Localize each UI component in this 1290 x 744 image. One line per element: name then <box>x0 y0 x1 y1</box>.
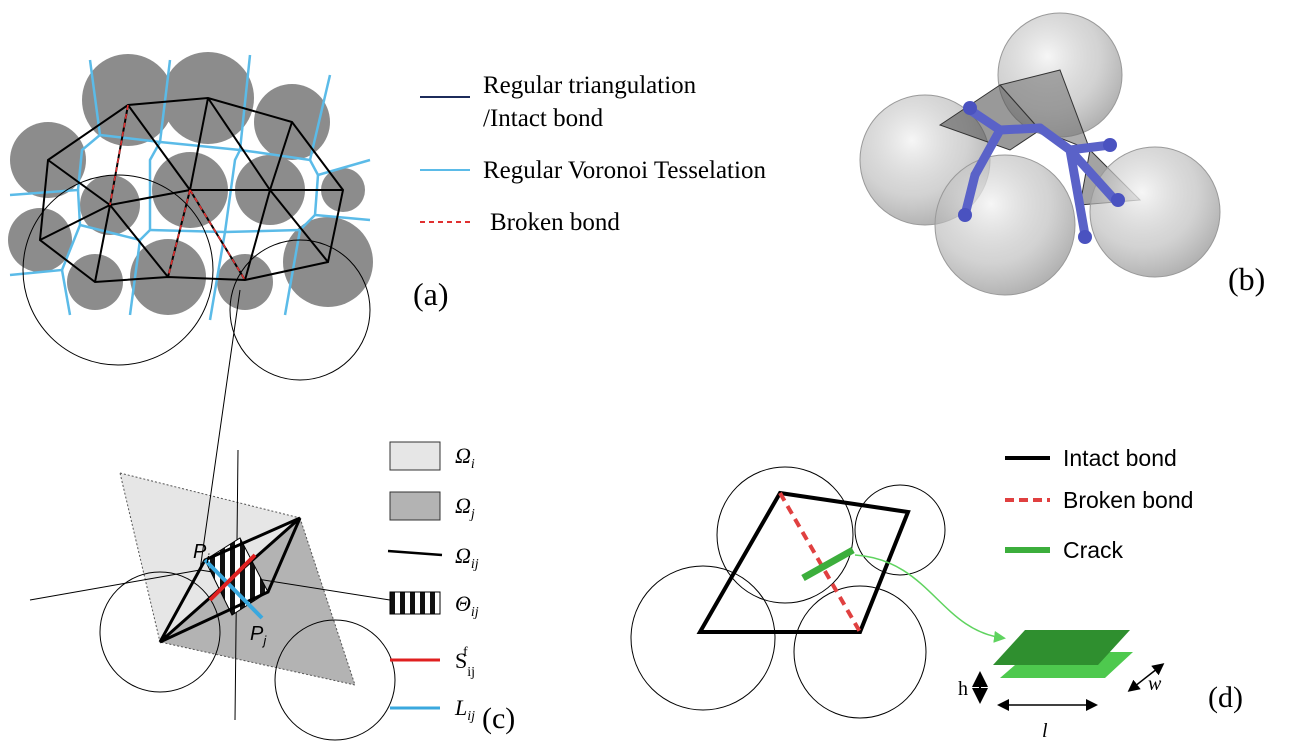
legend-text: Broken bond <box>1063 487 1193 513</box>
legend-text: Ωi <box>455 443 475 472</box>
legend-text: Regular triangulation <box>483 72 697 99</box>
broken-bonds <box>109 104 246 281</box>
panel-b: (b) <box>859 12 1265 297</box>
voronoi <box>9 54 371 321</box>
legend-text: Broken bond <box>490 209 620 236</box>
legend-text: Ωij <box>455 543 479 572</box>
legend-text: Θij <box>455 591 479 620</box>
legend-text: Intact bond <box>1063 445 1177 471</box>
point-label: Pi <box>193 541 210 566</box>
dimension-label: l <box>1042 720 1048 742</box>
dimension-label: h <box>958 678 968 700</box>
panel-c: Pi Pj Ωi Ωj Ωij Θij Sijf Lij (c) <box>22 174 515 741</box>
panel-label: (b) <box>1228 261 1265 297</box>
point-label: Pj <box>250 623 267 648</box>
panel-d: Intact bond Broken bond Crack h w l (d) <box>630 445 1243 742</box>
legend-text: Ωj <box>455 493 475 522</box>
panel-label: (a) <box>413 276 449 312</box>
panel-label: (c) <box>482 702 515 735</box>
legend-text: Sijf <box>455 645 475 680</box>
panel-label: (d) <box>1208 681 1243 714</box>
panel-a: Regular triangulation /Intact bond Regul… <box>8 52 766 321</box>
legend-text: Lij <box>454 695 475 724</box>
legend-text: Crack <box>1063 537 1124 563</box>
legend-text: /Intact bond <box>483 105 604 132</box>
dimension-label: w <box>1148 673 1162 695</box>
legend-text: Regular Voronoi Tesselation <box>483 157 766 184</box>
